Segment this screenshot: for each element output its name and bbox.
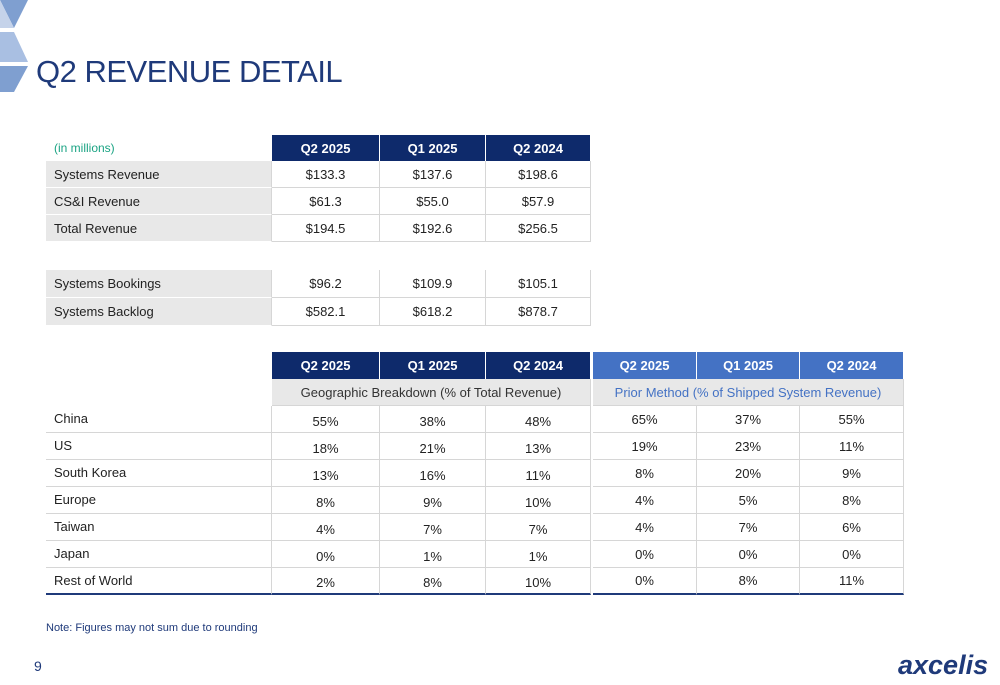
table-cell: 1% (380, 541, 486, 568)
table-cell: Q2 2025 (272, 352, 380, 379)
table-cell: $57.9 (486, 188, 591, 215)
table-cell: 9% (380, 487, 486, 514)
table-cell: 38% (380, 406, 486, 433)
table-cell: 0% (272, 541, 380, 568)
table-cell: $582.1 (272, 298, 380, 326)
table-cell: $194.5 (272, 215, 380, 242)
table-cell: 4% (272, 514, 380, 541)
table-cell: South Korea (46, 460, 272, 487)
table-cell: $133.3 (272, 161, 380, 188)
table-cell: 8% (697, 568, 800, 595)
table-cell: CS&I Revenue (46, 188, 272, 215)
table-cell: Q2 2024 (800, 352, 904, 379)
table-cell: Rest of World (46, 568, 272, 595)
table-cell: 6% (800, 514, 904, 541)
table-cell: 4% (593, 487, 697, 514)
title: Q2 REVENUE DETAIL (36, 54, 343, 89)
page-number: 9 (34, 658, 42, 674)
table-cell: 10% (486, 568, 591, 595)
table-cell: $137.6 (380, 161, 486, 188)
table-cell: Q2 2025 (593, 352, 697, 379)
table-cell: Q1 2025 (380, 352, 486, 379)
table-cell: Geographic Breakdown (% of Total Revenue… (272, 379, 591, 406)
table-cell: 7% (486, 514, 591, 541)
table-cell: 4% (593, 514, 697, 541)
table-cell: $256.5 (486, 215, 591, 242)
table-cell: 0% (697, 541, 800, 568)
table-cell: 2% (272, 568, 380, 595)
table-cell: 55% (800, 406, 904, 433)
table-cell: 8% (272, 487, 380, 514)
table-cell: 7% (380, 514, 486, 541)
table-cell: 37% (697, 406, 800, 433)
table-cell: 18% (272, 433, 380, 460)
table-cell: 16% (380, 460, 486, 487)
table-cell: $878.7 (486, 298, 591, 326)
table-cell: 21% (380, 433, 486, 460)
table-cell: $109.9 (380, 270, 486, 298)
table-cell: Systems Bookings (46, 270, 272, 298)
table-cell: 5% (697, 487, 800, 514)
table-cell: 8% (800, 487, 904, 514)
table-cell: $192.6 (380, 215, 486, 242)
logo: axcelis (898, 650, 989, 680)
table-cell: 0% (800, 541, 904, 568)
table-cell: 0% (593, 541, 697, 568)
table-cell: 48% (486, 406, 591, 433)
table-cell: 13% (486, 433, 591, 460)
corner-decoration (0, 0, 28, 92)
table-cell: $618.2 (380, 298, 486, 326)
table-cell: Q1 2025 (380, 135, 486, 161)
table-cell: Europe (46, 487, 272, 514)
table-cell: 11% (800, 568, 904, 595)
table-cell: 7% (697, 514, 800, 541)
table-cell: Systems Backlog (46, 298, 272, 326)
table-cell: China (46, 406, 272, 433)
table-cell: 11% (486, 460, 591, 487)
table-cell: 11% (800, 433, 904, 460)
table-cell: 20% (697, 460, 800, 487)
note: Note: Figures may not sum due to roundin… (46, 622, 258, 634)
table-cell: 55% (272, 406, 380, 433)
table-cell: Total Revenue (46, 215, 272, 242)
table-cell: 10% (486, 487, 591, 514)
table-cell: Taiwan (46, 514, 272, 541)
table-cell: Q2 2025 (272, 135, 380, 161)
table-cell: 8% (593, 460, 697, 487)
table-cell: $55.0 (380, 188, 486, 215)
table-cell: Q2 2024 (486, 352, 591, 379)
table-cell: US (46, 433, 272, 460)
table-cell: 13% (272, 460, 380, 487)
table-cell: Japan (46, 541, 272, 568)
table-cell: $61.3 (272, 188, 380, 215)
table-cell: $96.2 (272, 270, 380, 298)
table-cell: 23% (697, 433, 800, 460)
table-cell: 1% (486, 541, 591, 568)
table-cell: 19% (593, 433, 697, 460)
table-cell: Q2 2024 (486, 135, 591, 161)
table-cell: 8% (380, 568, 486, 595)
table-cell: 0% (593, 568, 697, 595)
table-cell: $105.1 (486, 270, 591, 298)
table-cell: Q1 2025 (697, 352, 800, 379)
table-cell: Systems Revenue (46, 161, 272, 188)
table-cell: Prior Method (% of Shipped System Revenu… (593, 379, 904, 406)
table-cell: 9% (800, 460, 904, 487)
table-cell: (in millions) (54, 141, 115, 155)
table-cell: 65% (593, 406, 697, 433)
table-cell: $198.6 (486, 161, 591, 188)
